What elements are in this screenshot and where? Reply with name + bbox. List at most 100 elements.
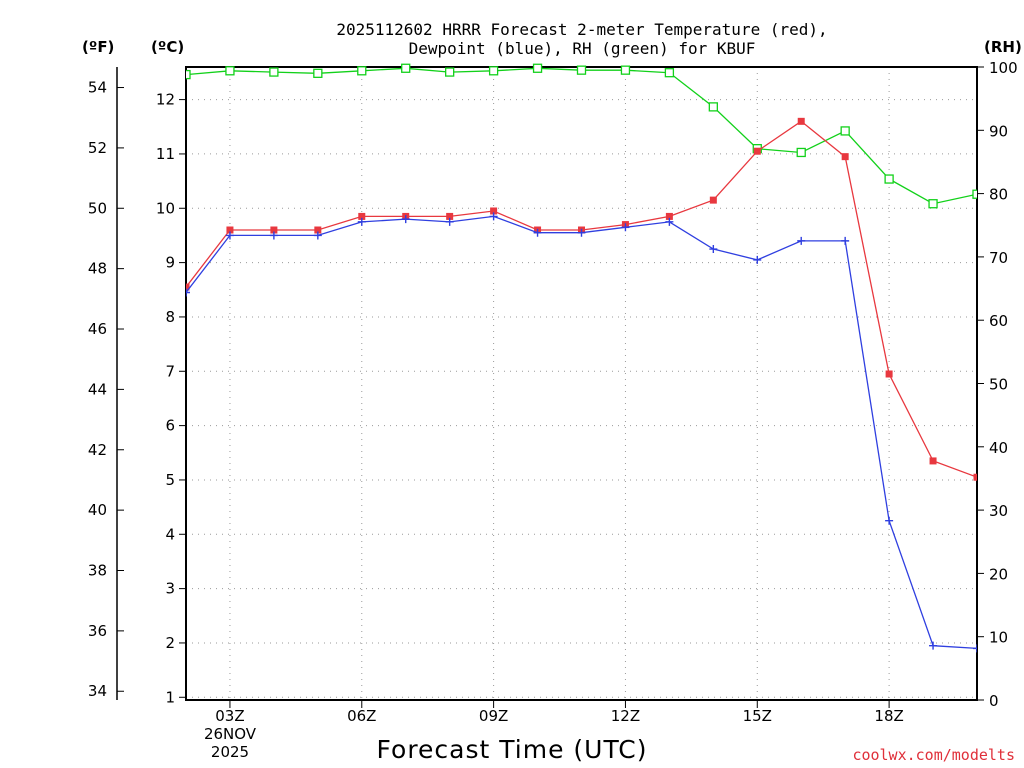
fahrenheit-tick-label: 46 bbox=[88, 320, 107, 338]
data-series bbox=[186, 63, 977, 653]
fahrenheit-tick-label: 54 bbox=[88, 79, 107, 97]
celsius-tick-label: 4 bbox=[165, 525, 175, 543]
series-temperature bbox=[186, 117, 977, 481]
rh-tick-label: 0 bbox=[989, 692, 999, 710]
dewpoint-point bbox=[577, 228, 586, 237]
temperature-point bbox=[314, 226, 322, 234]
dewpoint-point bbox=[313, 231, 322, 240]
x-tick-label: 18Z bbox=[874, 707, 903, 725]
dewpoint-point bbox=[186, 288, 190, 297]
series-rh bbox=[186, 63, 977, 209]
fahrenheit-tick-label: 44 bbox=[88, 380, 107, 398]
x-date-label-day: 26NOV bbox=[204, 725, 257, 743]
rh-axis-unit: (RH) bbox=[984, 38, 1022, 56]
dewpoint-point bbox=[709, 245, 718, 254]
fahrenheit-tick-label: 38 bbox=[88, 562, 107, 580]
celsius-tick-label: 2 bbox=[165, 634, 175, 652]
rh-point bbox=[796, 147, 806, 158]
rh-point bbox=[884, 174, 894, 184]
rh-point bbox=[840, 126, 850, 136]
fahrenheit-tick-label: 52 bbox=[88, 139, 107, 157]
dewpoint-point bbox=[621, 223, 630, 232]
rh-point bbox=[708, 102, 718, 112]
chart-title-line-2: Dewpoint (blue), RH (green) for KBUF bbox=[409, 39, 756, 58]
temperature-point bbox=[841, 153, 849, 161]
celsius-tick-label: 10 bbox=[156, 199, 175, 217]
celsius-tick-label: 1 bbox=[165, 688, 175, 706]
x-tick-label: 06Z bbox=[347, 707, 376, 725]
rh-tick-label: 40 bbox=[989, 439, 1008, 457]
fahrenheit-tick-label: 40 bbox=[88, 501, 107, 519]
dewpoint-point bbox=[753, 255, 762, 264]
x-tick-label: 09Z bbox=[479, 707, 508, 725]
celsius-tick-label: 6 bbox=[165, 417, 175, 435]
dewpoint-point bbox=[929, 641, 938, 650]
chart-title-line-1: 2025112602 HRRR Forecast 2-meter Tempera… bbox=[336, 20, 827, 39]
celsius-tick-label: 12 bbox=[156, 91, 175, 109]
rh-point bbox=[664, 68, 675, 78]
dewpoint-point bbox=[225, 231, 234, 240]
fahrenheit-tick-label: 42 bbox=[88, 441, 107, 459]
x-tick-label: 12Z bbox=[611, 707, 640, 725]
x-date-label-year: 2025 bbox=[211, 743, 249, 761]
series-dewpoint bbox=[186, 212, 977, 653]
rh-point bbox=[620, 65, 631, 75]
rh-point bbox=[488, 66, 499, 76]
celsius-tick-label: 11 bbox=[156, 145, 175, 163]
dewpoint-point bbox=[665, 217, 674, 226]
temperature-point bbox=[270, 226, 278, 234]
rh-tick-label: 100 bbox=[989, 59, 1018, 77]
celsius-tick-label: 8 bbox=[165, 308, 175, 326]
rh-point bbox=[445, 67, 455, 77]
dewpoint-point bbox=[841, 236, 850, 245]
rh-point bbox=[576, 65, 587, 75]
celsius-axis-unit: (ºC) bbox=[151, 38, 184, 56]
temperature-point bbox=[709, 196, 717, 204]
temperature-line bbox=[186, 120, 977, 478]
temperature-point bbox=[885, 370, 893, 378]
temperature-point bbox=[490, 207, 498, 215]
fahrenheit-tick-label: 50 bbox=[88, 199, 107, 217]
rh-point bbox=[269, 67, 279, 77]
celsius-tick-label: 3 bbox=[165, 580, 175, 598]
rh-point bbox=[972, 189, 977, 199]
dewpoint-point bbox=[357, 217, 366, 226]
rh-tick-label: 30 bbox=[989, 502, 1008, 520]
rh-point bbox=[225, 66, 235, 76]
dewpoint-point bbox=[269, 231, 278, 240]
temperature-point bbox=[929, 457, 937, 465]
gridlines bbox=[186, 67, 977, 700]
fahrenheit-tick-label: 34 bbox=[88, 682, 107, 700]
celsius-tick-label: 7 bbox=[165, 362, 175, 380]
x-tick-label: 15Z bbox=[743, 707, 772, 725]
x-axis-title: Forecast Time (UTC) bbox=[377, 735, 648, 764]
temperature-point bbox=[753, 147, 761, 155]
dewpoint-point bbox=[533, 228, 542, 237]
x-tick-label: 03Z bbox=[215, 707, 244, 725]
dewpoint-point bbox=[445, 217, 454, 226]
rh-line bbox=[186, 67, 977, 205]
dewpoint-point bbox=[885, 516, 894, 525]
rh-point bbox=[357, 66, 367, 76]
fahrenheit-axis-unit: (ºF) bbox=[82, 38, 114, 56]
temperature-point bbox=[226, 226, 234, 234]
rh-point bbox=[401, 63, 411, 73]
rh-tick-label: 50 bbox=[989, 376, 1008, 394]
plot-frame bbox=[185, 66, 978, 701]
rh-tick-label: 90 bbox=[989, 122, 1008, 140]
temperature-point bbox=[358, 212, 366, 220]
rh-tick-label: 20 bbox=[989, 565, 1008, 583]
temperature-point bbox=[665, 212, 673, 220]
fahrenheit-tick-label: 48 bbox=[88, 260, 107, 278]
temperature-point bbox=[973, 473, 977, 481]
rh-point bbox=[186, 69, 191, 80]
temperature-point bbox=[186, 283, 190, 291]
rh-point bbox=[532, 63, 543, 73]
celsius-tick-label: 9 bbox=[165, 254, 175, 272]
celsius-tick-label: 5 bbox=[165, 471, 175, 489]
fahrenheit-tick-label: 36 bbox=[88, 622, 107, 640]
dewpoint-line bbox=[186, 215, 977, 650]
axes: 3436384042444648505254123456789101112010… bbox=[88, 59, 1018, 725]
